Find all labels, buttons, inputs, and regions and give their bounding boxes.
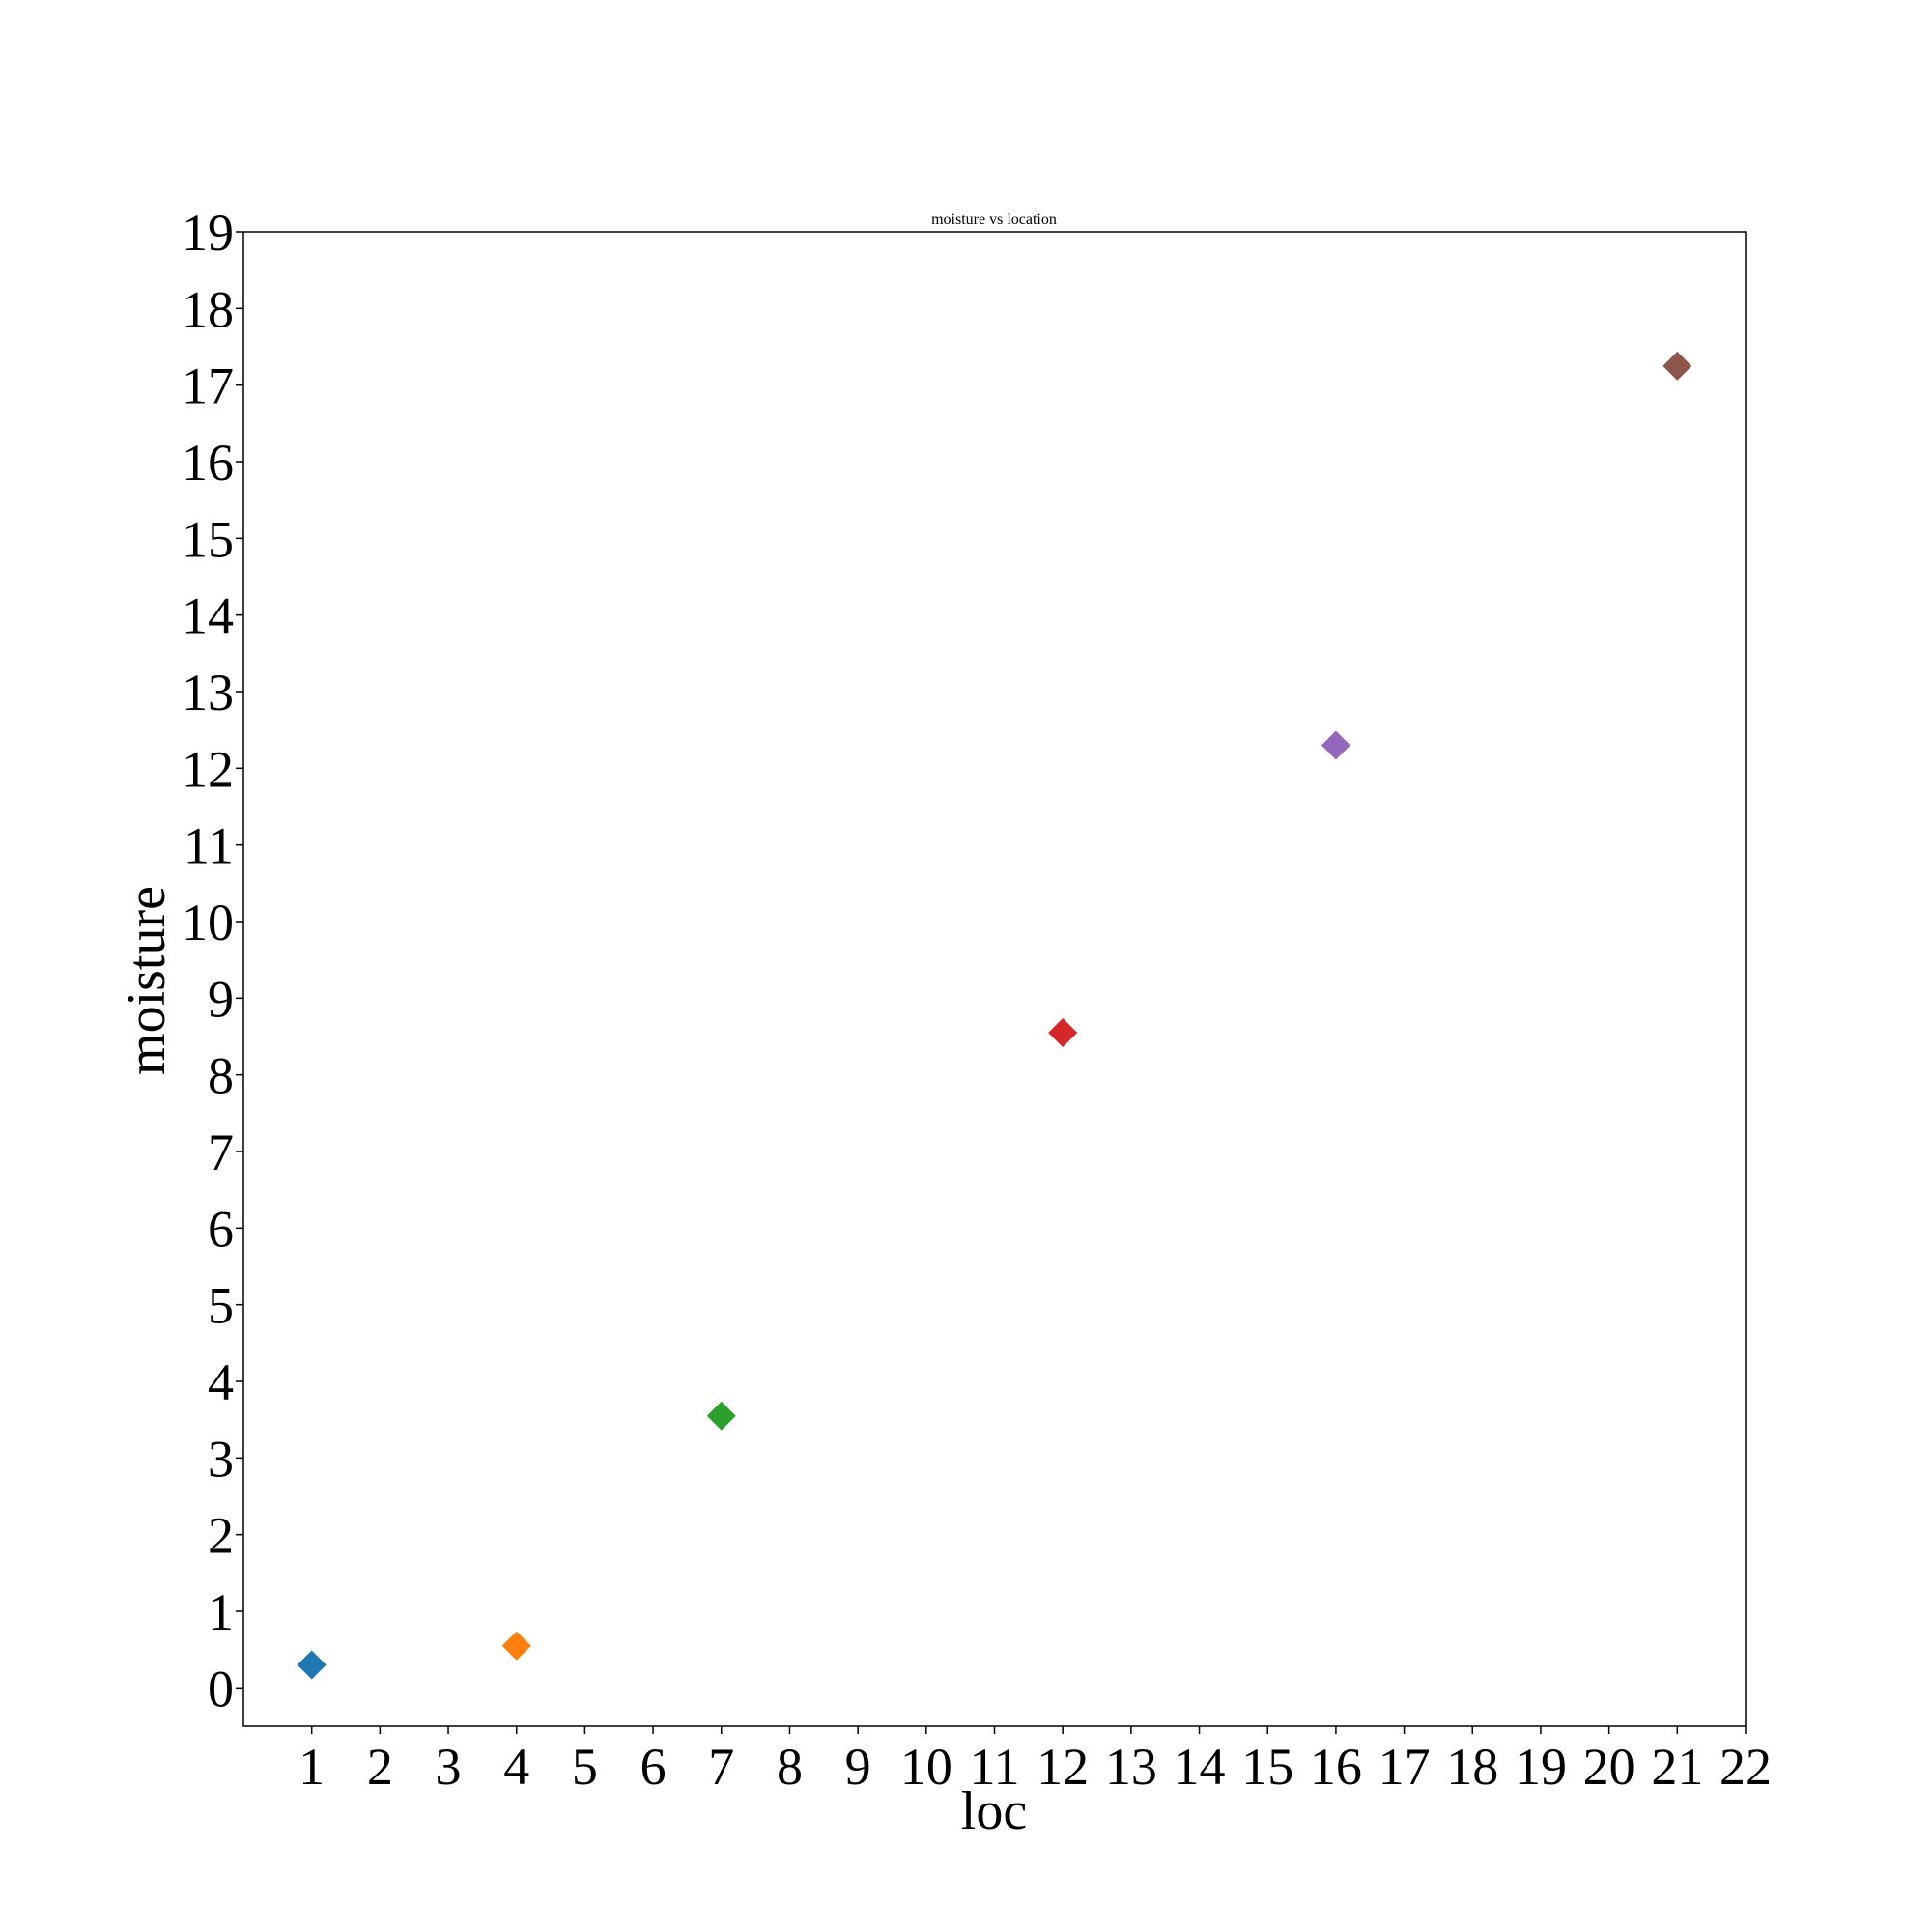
x-tick-label: 20 bbox=[1583, 1738, 1635, 1796]
y-tick-label: 15 bbox=[182, 510, 234, 568]
y-tick-label: 6 bbox=[208, 1200, 234, 1258]
y-tick-label: 10 bbox=[182, 894, 234, 952]
y-tick-label: 7 bbox=[208, 1123, 234, 1181]
y-tick-label: 1 bbox=[208, 1583, 234, 1641]
data-point-3 bbox=[706, 1401, 736, 1431]
data-point-6 bbox=[1662, 351, 1692, 381]
y-tick-label: 14 bbox=[182, 587, 234, 645]
y-tick-label: 5 bbox=[208, 1277, 234, 1335]
data-point-1 bbox=[297, 1650, 327, 1680]
x-tick-label: 16 bbox=[1310, 1738, 1362, 1796]
x-tick-label: 22 bbox=[1719, 1738, 1772, 1796]
y-tick-label: 19 bbox=[182, 204, 234, 262]
y-tick-label: 2 bbox=[208, 1507, 234, 1565]
y-axis-label: moisture bbox=[117, 886, 177, 1075]
y-tick-label: 0 bbox=[208, 1660, 234, 1718]
y-tick-label: 11 bbox=[184, 817, 234, 875]
y-tick-label: 13 bbox=[182, 664, 234, 722]
data-point-5 bbox=[1321, 730, 1350, 760]
x-tick-label: 6 bbox=[640, 1738, 667, 1796]
plot-area bbox=[242, 231, 1747, 1727]
x-tick-label: 14 bbox=[1174, 1738, 1226, 1796]
x-tick-label: 10 bbox=[900, 1738, 952, 1796]
x-tick-label: 3 bbox=[436, 1738, 462, 1796]
x-axis: 1 2 3 4 5 6 7 8 9 10 11 12 13 14 15 16 17 18 19 20 21 22 bbox=[298, 1726, 1772, 1796]
y-tick-label: 16 bbox=[182, 434, 234, 492]
data-points bbox=[297, 351, 1692, 1680]
chart-title: moisture vs location bbox=[931, 212, 1057, 228]
x-tick-label: 15 bbox=[1241, 1738, 1293, 1796]
data-point-2 bbox=[501, 1631, 531, 1661]
x-axis-label: loc bbox=[961, 1781, 1027, 1841]
y-tick-label: 4 bbox=[208, 1353, 234, 1411]
x-tick-label: 13 bbox=[1105, 1738, 1157, 1796]
x-tick-label: 12 bbox=[1037, 1738, 1089, 1796]
y-tick-label: 9 bbox=[208, 970, 234, 1028]
x-tick-label: 2 bbox=[367, 1738, 393, 1796]
y-tick-label: 17 bbox=[182, 357, 234, 415]
x-tick-label: 8 bbox=[777, 1738, 803, 1796]
y-tick-label: 8 bbox=[208, 1047, 234, 1105]
x-tick-label: 21 bbox=[1651, 1738, 1703, 1796]
x-tick-label: 7 bbox=[708, 1738, 734, 1796]
x-tick-label: 17 bbox=[1378, 1738, 1431, 1796]
y-tick-label: 18 bbox=[182, 280, 234, 338]
x-tick-label: 19 bbox=[1515, 1738, 1567, 1796]
x-tick-label: 1 bbox=[298, 1738, 325, 1796]
data-point-4 bbox=[1048, 1018, 1078, 1048]
x-tick-label: 9 bbox=[845, 1738, 871, 1796]
y-tick-label: 3 bbox=[208, 1430, 234, 1488]
x-tick-label: 11 bbox=[970, 1738, 1020, 1796]
x-tick-label: 5 bbox=[572, 1738, 598, 1796]
x-tick-label: 18 bbox=[1446, 1738, 1498, 1796]
x-tick-label: 4 bbox=[503, 1738, 529, 1796]
y-tick-label: 12 bbox=[182, 740, 234, 798]
